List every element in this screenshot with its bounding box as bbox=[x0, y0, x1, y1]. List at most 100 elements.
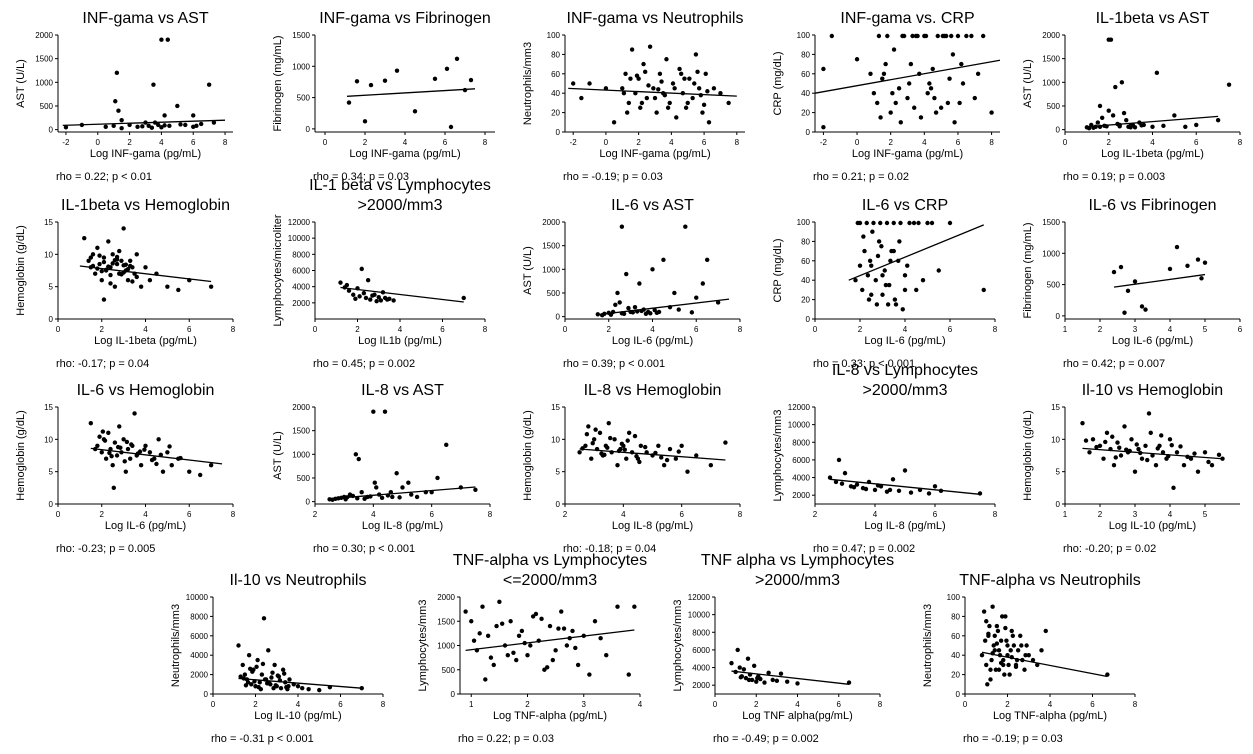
data-point bbox=[1183, 124, 1188, 129]
x-axis-label: Log INF-gama (pg/mL) bbox=[349, 148, 460, 160]
data-point bbox=[875, 100, 880, 106]
data-point bbox=[1009, 654, 1014, 660]
data-point bbox=[110, 252, 115, 257]
data-point bbox=[409, 492, 414, 497]
scatter-panel: IL-6 vs Fibrinogen 1 2 3 4 5 6 0 500 1000 1500 Log … bbox=[1022, 197, 1243, 370]
y-tick-label: 0 bbox=[306, 125, 311, 134]
data-point bbox=[1150, 124, 1155, 129]
data-point bbox=[643, 444, 648, 450]
data-point bbox=[969, 33, 974, 39]
data-point bbox=[897, 239, 902, 244]
data-point bbox=[914, 287, 919, 293]
data-point bbox=[1115, 440, 1120, 445]
data-point bbox=[1202, 450, 1208, 455]
y-tick-label: 15 bbox=[551, 403, 560, 412]
scatter-panel: INF-gama vs Neutrophils-2 0 2 4 6 80204060801… bbox=[522, 10, 745, 183]
data-point bbox=[608, 312, 614, 317]
data-point bbox=[890, 477, 896, 482]
data-point bbox=[984, 662, 989, 668]
data-point bbox=[1118, 264, 1124, 270]
x-axis-label: Log IL-8 (pg/mL) bbox=[612, 520, 693, 532]
data-point bbox=[528, 643, 533, 648]
x-tick-label: 4 bbox=[669, 138, 674, 147]
data-point bbox=[741, 667, 747, 672]
data-point bbox=[432, 76, 438, 82]
data-point bbox=[90, 252, 96, 257]
y-tick-label: 5 bbox=[1056, 468, 1061, 477]
x-axis-label: Log INF-gama (pg/mL) bbox=[599, 148, 710, 160]
data-point bbox=[602, 452, 607, 458]
data-point bbox=[762, 680, 767, 685]
data-point bbox=[142, 447, 147, 452]
data-point bbox=[592, 619, 598, 624]
y-axis-label: Neutrophils/mm3 bbox=[170, 604, 182, 687]
x-tick-label: 8 bbox=[483, 138, 488, 147]
data-point bbox=[266, 648, 271, 653]
y-axis-label: AST (U/L) bbox=[272, 431, 284, 480]
y-tick-label: 4000 bbox=[792, 474, 810, 483]
y-axis-label: Lymphocytes/mm3 bbox=[417, 600, 429, 692]
y-tick-label: 500 bbox=[297, 474, 311, 483]
y-tick-label: 8000 bbox=[792, 438, 810, 447]
data-point bbox=[656, 87, 661, 92]
data-point bbox=[611, 120, 617, 125]
data-point bbox=[609, 450, 614, 455]
y-tick-label: 40 bbox=[551, 89, 560, 98]
scatter-panel: IL-8 vs Lymphocytes >2000/mm3 2 4 6 8 2000 4000… bbox=[772, 362, 998, 555]
data-point bbox=[270, 670, 275, 675]
data-point bbox=[912, 105, 917, 110]
y-tick-label: 1000 bbox=[1042, 78, 1060, 87]
regression-line bbox=[568, 87, 737, 97]
data-point bbox=[461, 295, 466, 301]
data-point bbox=[997, 653, 1003, 658]
data-point bbox=[499, 621, 505, 626]
x-axis-label: Log IL-6 (pg/mL) bbox=[1112, 335, 1193, 347]
y-tick-label: 0 bbox=[49, 500, 54, 509]
data-point bbox=[143, 265, 148, 270]
data-point bbox=[1124, 117, 1129, 123]
panel-title: INF-gama vs. CRP bbox=[840, 10, 974, 27]
data-point bbox=[885, 33, 890, 39]
data-point bbox=[497, 599, 502, 605]
data-point bbox=[355, 496, 360, 501]
data-point bbox=[632, 433, 638, 439]
y-tick-label: 40 bbox=[801, 89, 810, 98]
data-point bbox=[1199, 276, 1204, 281]
x-tick-label: 8 bbox=[989, 138, 994, 147]
data-point bbox=[1014, 657, 1020, 663]
data-point bbox=[536, 638, 541, 643]
data-point bbox=[664, 457, 670, 463]
data-point bbox=[295, 684, 301, 689]
x-tick-label: 0 bbox=[56, 510, 61, 519]
data-point bbox=[99, 268, 104, 274]
data-point bbox=[267, 681, 272, 686]
y-tick-label: 8000 bbox=[190, 612, 208, 621]
y-tick-label: 2000 bbox=[692, 681, 710, 690]
data-point bbox=[362, 496, 367, 501]
data-point bbox=[854, 57, 860, 62]
x-tick-label: 6 bbox=[1194, 138, 1199, 147]
data-point bbox=[880, 292, 885, 297]
data-point bbox=[162, 123, 167, 128]
y-axis-label: Hemoglobin (g/dL) bbox=[1022, 410, 1034, 501]
data-point bbox=[612, 437, 617, 442]
data-point bbox=[1194, 122, 1199, 128]
data-point bbox=[778, 671, 784, 676]
data-point bbox=[696, 86, 702, 91]
data-point bbox=[766, 670, 771, 676]
data-point bbox=[938, 488, 944, 493]
x-tick-label: 2 bbox=[1098, 510, 1103, 519]
data-point bbox=[544, 665, 550, 670]
data-point bbox=[993, 667, 999, 672]
data-point bbox=[902, 468, 908, 473]
data-point bbox=[608, 435, 613, 441]
data-point bbox=[1003, 614, 1008, 619]
x-tick-label: 2 bbox=[525, 700, 530, 709]
data-point bbox=[638, 443, 644, 448]
y-tick-label: 4000 bbox=[692, 664, 710, 673]
data-point bbox=[156, 122, 161, 128]
data-point bbox=[1167, 266, 1173, 272]
x-axis-label: Log IL-1beta (pg/mL) bbox=[1101, 148, 1204, 160]
data-point bbox=[902, 273, 908, 278]
